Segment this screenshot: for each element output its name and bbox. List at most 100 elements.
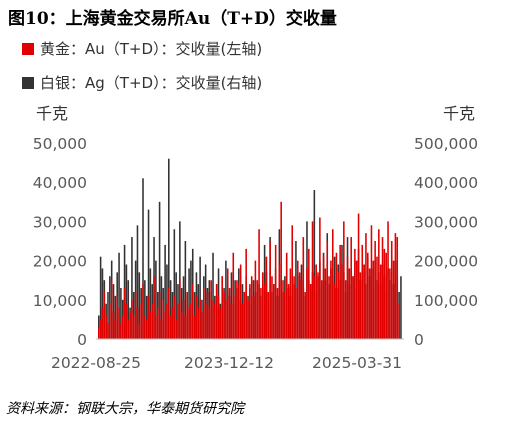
silver-bar [400, 276, 402, 339]
gold-bar [333, 284, 336, 339]
silver-bar [142, 178, 144, 339]
x-tick-label: 2022-08-25 [51, 354, 141, 372]
left-y-tick-label: 20,000 [33, 253, 87, 271]
gold-bar [190, 303, 192, 339]
gold-bar [247, 299, 249, 339]
gold-bar [267, 291, 270, 339]
gold-bar [366, 252, 369, 339]
gold-bar [357, 213, 360, 339]
gold-bar [147, 295, 150, 339]
gold-bar [365, 233, 367, 339]
silver-bar [188, 268, 190, 339]
gold-bar [127, 319, 130, 339]
gold-bar [359, 272, 362, 339]
silver-bar [133, 291, 135, 339]
gold-bar [156, 307, 159, 339]
gold-bar [274, 244, 277, 339]
gold-bar [368, 268, 371, 339]
gold-bar [372, 260, 375, 339]
gold-bar [379, 264, 382, 339]
silver-bar [193, 291, 196, 339]
gold-bar [387, 221, 389, 339]
gold-bar [308, 248, 310, 339]
silver-bar [131, 237, 133, 339]
silver-bar [173, 229, 176, 339]
silver-bar [138, 272, 141, 339]
silver-bar [99, 256, 102, 339]
gold-bar [335, 252, 338, 339]
gold-bar [191, 284, 194, 339]
gold-bar [210, 280, 212, 339]
left-y-tick-label: 0 [77, 331, 87, 349]
gold-bar [239, 264, 242, 339]
gold-bar [298, 272, 301, 339]
gold-bar [324, 268, 327, 339]
gold-bar [302, 237, 305, 339]
legend-item-gold: 黄金：Au（T+D）：交收量(左轴) [22, 38, 262, 59]
left-y-tick-label: 10,000 [33, 292, 87, 310]
gold-bar [105, 315, 107, 339]
gold-bar [204, 303, 207, 339]
gold-bar [385, 252, 387, 339]
gold-bar [188, 307, 190, 339]
silver-bar [175, 272, 177, 339]
gold-bar [331, 229, 334, 339]
gold-bar [166, 303, 168, 339]
gold-bar [118, 307, 120, 339]
gold-bar [103, 291, 106, 339]
gold-bar [319, 217, 321, 339]
gold-bar [164, 311, 166, 339]
silver-bar [160, 276, 163, 339]
gold-bar [370, 225, 373, 339]
gold-bar [322, 256, 325, 339]
gold-bar [228, 288, 231, 339]
left-y-tick-label: 40,000 [33, 174, 87, 192]
gold-bar [116, 295, 118, 339]
gold-bar [273, 284, 275, 339]
gold-bar [383, 248, 386, 339]
gold-bar [326, 241, 329, 339]
left-y-tick-label: 50,000 [33, 135, 87, 153]
silver-bar [313, 190, 316, 339]
gold-bar [142, 284, 144, 339]
gold-bar [304, 291, 306, 339]
gold-bar [254, 260, 257, 339]
silver-bar [144, 280, 146, 339]
gold-bar [396, 237, 399, 339]
gold-bar [350, 237, 352, 339]
gold-bar [287, 284, 290, 339]
gold-bar [201, 311, 203, 339]
gold-bar [376, 256, 378, 339]
silver-bar [120, 288, 122, 339]
gold-bar [260, 288, 262, 339]
gold-bar [217, 295, 220, 339]
gold-bar [131, 299, 133, 339]
gold-bar [317, 272, 319, 339]
gold-bar [107, 323, 109, 339]
gold-bar [265, 256, 268, 339]
gold-bar [195, 295, 198, 339]
silver-bar [184, 241, 187, 339]
silver-bar [212, 252, 214, 339]
silver-bar [190, 260, 192, 339]
legend-swatch-silver [22, 77, 34, 89]
chart-title: 图10：上海黄金交易所Au（T+D）交收量 [8, 9, 337, 29]
silver-bar [164, 244, 166, 339]
gold-bar [296, 260, 299, 339]
gold-bar [341, 264, 343, 339]
gold-bar [280, 201, 282, 339]
silver-bar [118, 252, 120, 339]
gold-bar [398, 303, 400, 339]
x-tick-label: 2025-03-31 [312, 354, 402, 372]
silver-bar [158, 201, 161, 339]
gold-bar [160, 319, 163, 339]
legend-swatch-gold [22, 43, 34, 55]
gold-bar [221, 276, 224, 339]
gold-bar [392, 260, 395, 339]
x-tick-label: 2023-12-12 [184, 354, 274, 372]
gold-bar [206, 291, 209, 339]
silver-bar [125, 264, 128, 339]
gold-bar [311, 221, 314, 339]
gold-bar [168, 288, 170, 339]
